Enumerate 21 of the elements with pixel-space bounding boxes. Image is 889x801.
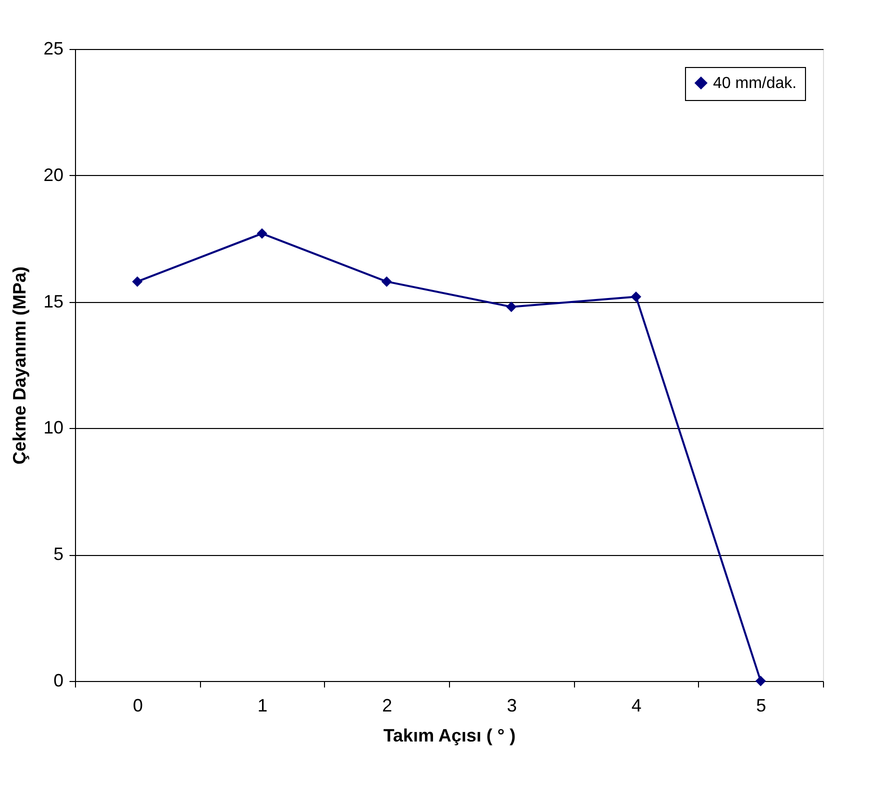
point <box>256 228 268 239</box>
x-tick-label: 2 <box>382 696 392 716</box>
y-tick-label: 25 <box>43 38 64 58</box>
x-tick-label: 1 <box>257 696 268 716</box>
y-tick-label: 5 <box>53 544 64 564</box>
point <box>506 302 517 312</box>
y-tick-label: 10 <box>43 418 64 438</box>
point <box>755 676 766 686</box>
x-tick-label: 4 <box>631 696 642 716</box>
point <box>381 276 392 287</box>
y-tick-label: 20 <box>43 164 64 185</box>
y-tick-label: 15 <box>43 291 64 312</box>
point <box>132 276 143 287</box>
legend-label: 40 mm/dak. <box>713 75 797 92</box>
y-tick-label: 0 <box>53 670 64 690</box>
x-tick-label: 0 <box>132 696 143 716</box>
x-tick-label: 5 <box>756 696 766 716</box>
x-axis-title: Takım Açısı ( ° ) <box>383 726 516 746</box>
point <box>630 292 642 302</box>
x-tick-label: 3 <box>506 696 517 716</box>
y-axis-title: Çekme Dayanımı (MPa) <box>9 266 30 465</box>
